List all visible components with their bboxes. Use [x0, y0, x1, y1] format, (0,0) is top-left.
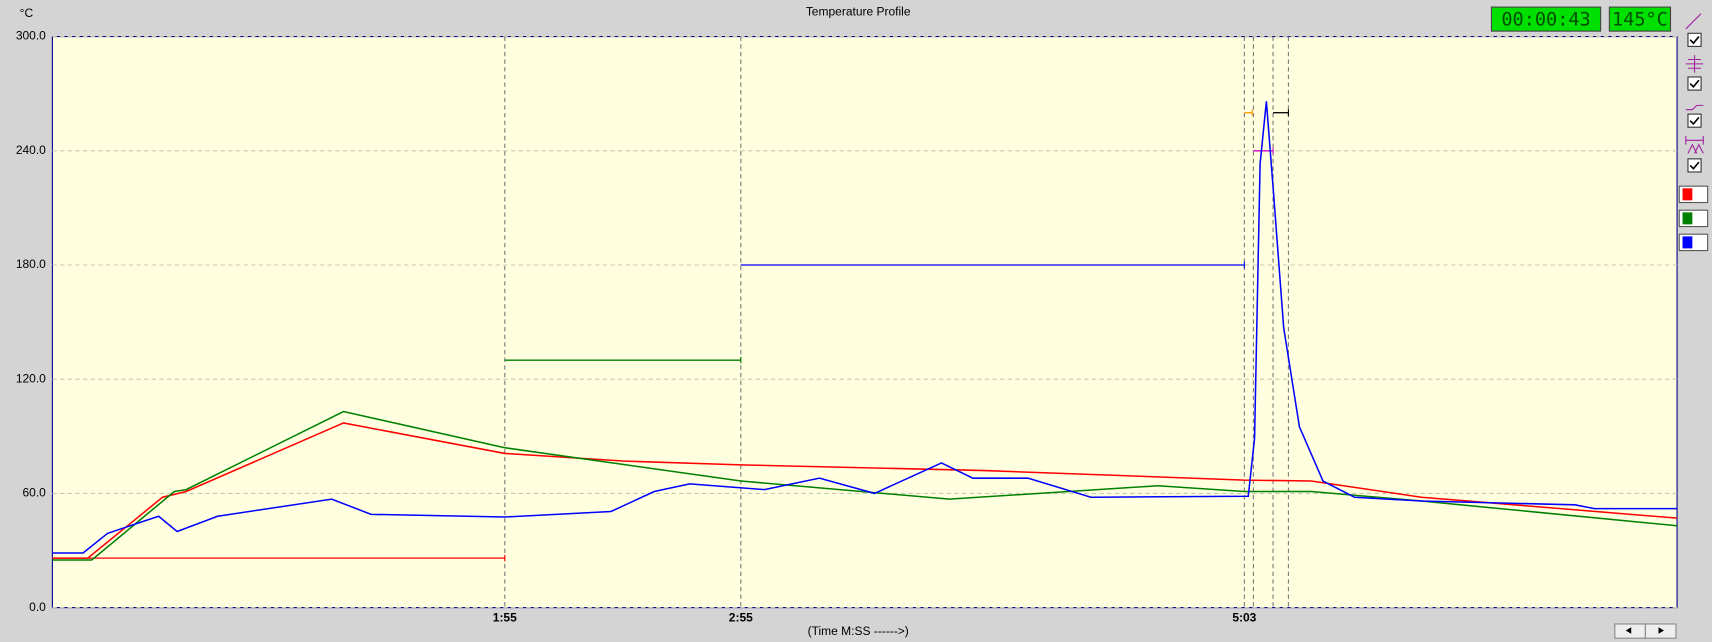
series-line [52, 422, 1678, 559]
plot-area [51, 36, 1678, 609]
tool-icon [1685, 104, 1704, 111]
x-tick-label: 2:55 [729, 611, 753, 625]
checkbox[interactable] [1687, 32, 1702, 47]
color-swatch [1682, 188, 1693, 201]
arrow [1658, 627, 1664, 634]
tool-icon [1685, 55, 1704, 73]
time-readout [1490, 6, 1602, 32]
y-tick-label: 300.0 [16, 29, 46, 43]
y-tick-label: 120.0 [16, 371, 46, 385]
x-tick-label: 1:55 [493, 611, 517, 625]
x-tick-label: 5:03 [1232, 611, 1256, 625]
tool-icon [1685, 13, 1702, 30]
color-swatch [1682, 236, 1693, 249]
tool-icon [1685, 135, 1704, 154]
y-tick-label: 60.0 [22, 486, 46, 500]
series-line [52, 410, 1678, 561]
checkbox[interactable] [1687, 76, 1702, 91]
check [1689, 161, 1700, 170]
chart-title: Temperature Profile [806, 5, 911, 19]
check [1689, 79, 1700, 89]
checkbox[interactable] [1687, 158, 1702, 173]
color-swatch [1682, 212, 1693, 225]
toolbar [1614, 13, 1709, 639]
arrow [1625, 627, 1632, 634]
checkbox[interactable] [1687, 113, 1702, 128]
temp-readout [1608, 6, 1672, 32]
y-tick-label: 0.0 [29, 600, 46, 614]
check [1689, 36, 1700, 45]
y-unit: °C [20, 6, 34, 20]
temp-readout-text: 145°C [1612, 10, 1668, 31]
check [1689, 116, 1700, 126]
y-tick-label: 180.0 [16, 257, 46, 271]
y-tick-label: 240.0 [16, 143, 46, 157]
x-axis-label: (Time M:SS ------>) [808, 624, 909, 638]
time-readout-text: 00:00:43 [1501, 10, 1590, 31]
series-line [52, 101, 1678, 554]
